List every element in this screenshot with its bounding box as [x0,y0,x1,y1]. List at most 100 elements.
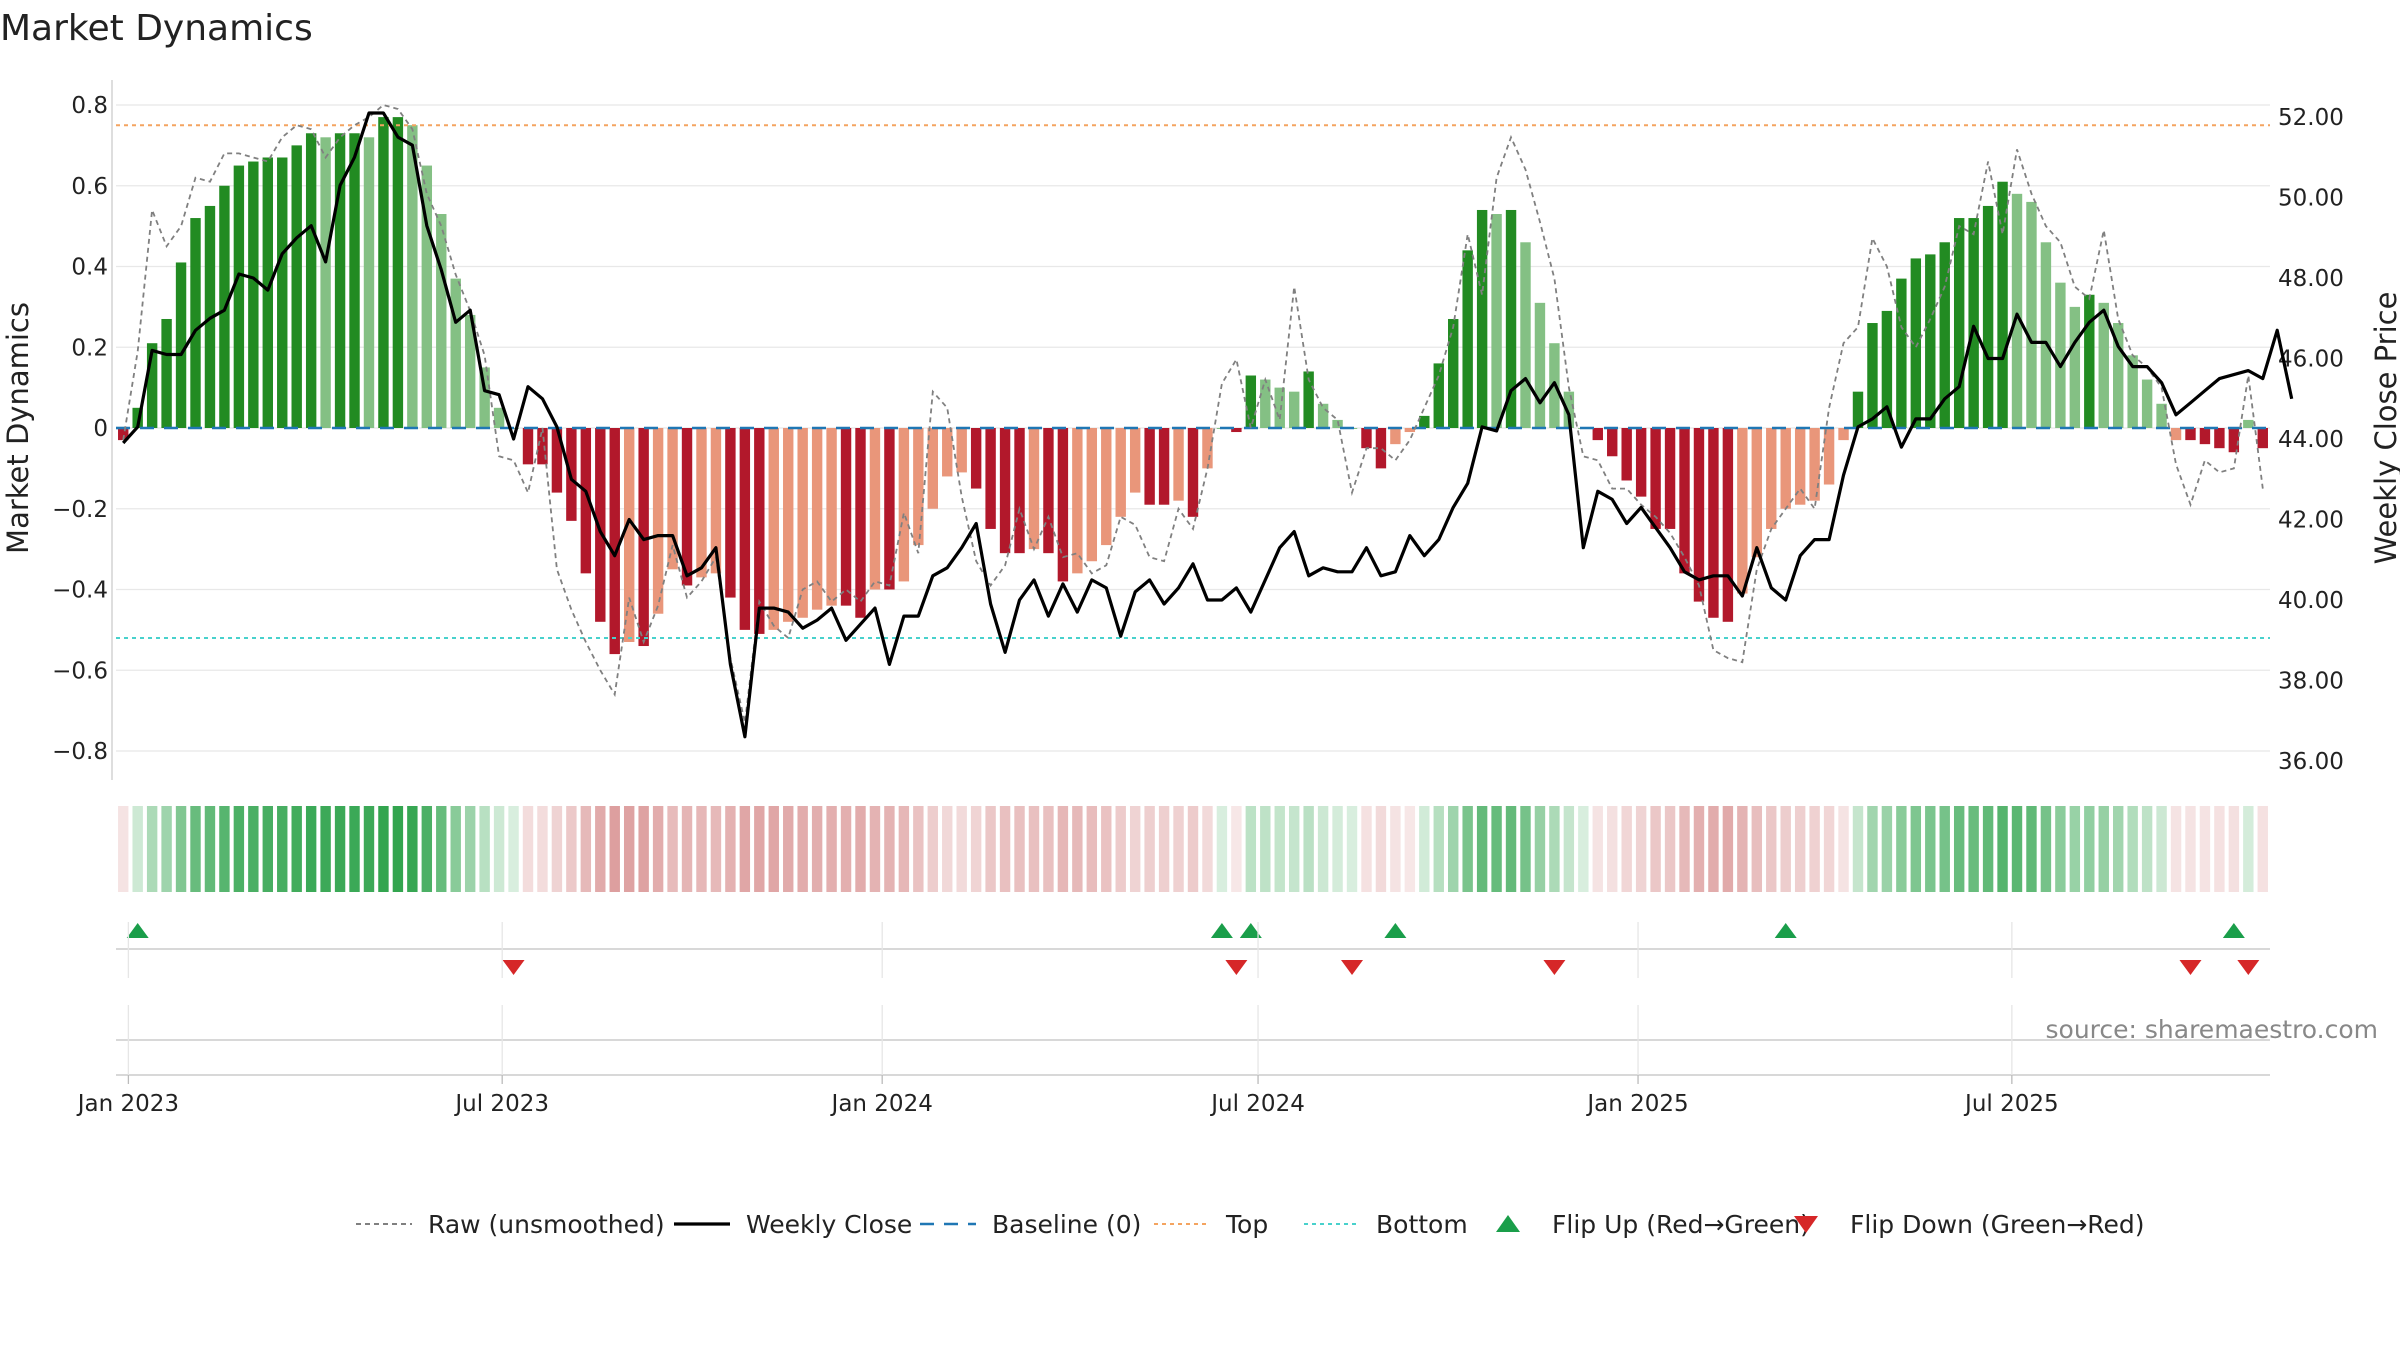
dynamics-bar [1419,415,1430,428]
dynamics-bar [262,157,273,429]
regime-cell [970,806,982,892]
dynamics-bar [1491,214,1502,428]
regime-cell [161,806,172,892]
regime-cell [1708,806,1719,892]
regime-cell [436,806,447,892]
regime-cell [2098,806,2109,892]
flip-up-marker [126,923,149,938]
dynamics-bar [1173,428,1184,501]
dynamics-bar [797,428,808,618]
x-tick-label: Jul 2023 [453,1091,549,1117]
regime-cell [2214,806,2225,892]
regime-cell [1838,806,1849,892]
dynamics-bar [407,125,418,428]
dynamics-bar [1158,428,1170,505]
legend-item: Top [1154,1210,1268,1239]
dynamics-bar [1664,428,1676,529]
regime-cell [551,806,563,892]
dynamics-bar [999,428,1011,554]
regime-cell [2141,806,2153,892]
dynamics-bar [1780,428,1791,509]
regime-cell [1129,806,1141,892]
regime-cell [1057,806,1069,892]
dynamics-bar [277,157,288,429]
dynamics-bar [884,428,895,590]
dynamics-bar [132,407,143,428]
dynamics-bar [2026,201,2037,428]
dynamics-bar [2113,323,2124,428]
dynamics-bar [1014,428,1025,554]
regime-cell [1390,806,1401,892]
dynamics-bar [1043,428,1054,554]
dynamics-bar [421,165,433,428]
dynamics-bar [1708,428,1719,618]
regime-cell [652,806,664,892]
regime-cell [407,806,418,892]
dynamics-bar [1375,428,1387,469]
regime-cell [1968,806,1979,892]
left-y-tick: −0.2 [52,497,108,523]
dynamics-bar [479,367,490,428]
dynamics-bar [1809,428,1820,501]
dynamics-bar [927,428,938,509]
dynamics-bar [1274,387,1285,428]
regime-cell [1823,806,1835,892]
dynamics-bar [840,428,852,606]
dynamics-bar [2011,193,2023,428]
dynamics-bar [1505,209,1517,428]
regime-cell [1722,806,1734,892]
dynamics-bar [2199,428,2211,445]
regime-cell [291,806,302,892]
regime-cell [1448,806,1459,892]
legend-label: Raw (unsmoothed) [428,1210,665,1239]
legend-item: Bottom [1304,1210,1468,1239]
regime-cell [1187,806,1199,892]
right-y-tick: 44.00 [2278,427,2344,453]
regime-cell [1809,806,1820,892]
legend: Raw (unsmoothed) Weekly Close Baseline (0)… [356,1210,2145,1239]
dynamics-bar [1997,181,2008,428]
dynamics-bar [2257,428,2268,449]
regime-cell [580,806,592,892]
regime-cell [1433,806,1444,892]
dynamics-bar [1896,278,1907,428]
regime-cell [1086,806,1098,892]
legend-label: Flip Down (Green→Red) [1850,1210,2145,1239]
regime-cell [2040,806,2052,892]
left-y-tick: −0.8 [52,739,108,765]
dynamics-bar [696,428,707,578]
regime-cell [1288,806,1300,892]
x-tick-label: Jul 2024 [1209,1091,1305,1117]
regime-cell [1953,806,1965,892]
regime-cell [1693,806,1705,892]
right-y-ticks: 52.00 50.00 48.00 46.00 44.00 42.00 40.00 38.00… [2278,105,2344,775]
dynamics-bar [855,428,866,618]
dynamics-bar [1607,428,1618,457]
weekly-close-line [122,111,2294,739]
regime-cell [1375,806,1387,892]
regime-cell [1404,806,1416,892]
regime-cell [2069,806,2081,892]
dynamics-bar [1852,391,1864,428]
regime-cell [1939,806,1950,892]
regime-cell [797,806,808,892]
regime-cell [1867,806,1878,892]
dynamics-bar [811,428,823,610]
regime-cell [508,806,519,892]
dynamics-bar [334,133,346,428]
dynamics-bar [436,214,447,428]
dynamics-bar [1621,428,1632,481]
regime-cell [898,806,910,892]
dynamics-bar [1245,375,1257,428]
regime-cell [334,806,346,892]
dynamics-bar [2185,428,2196,441]
x-tick-label: Jan 2025 [1585,1091,1688,1117]
dynamics-bar [1086,428,1098,562]
dynamics-bar [1448,318,1459,428]
dynamics-bar [970,428,982,489]
regime-cell [522,806,534,892]
dynamics-bar [1751,428,1763,558]
dynamics-bar [1390,428,1401,445]
